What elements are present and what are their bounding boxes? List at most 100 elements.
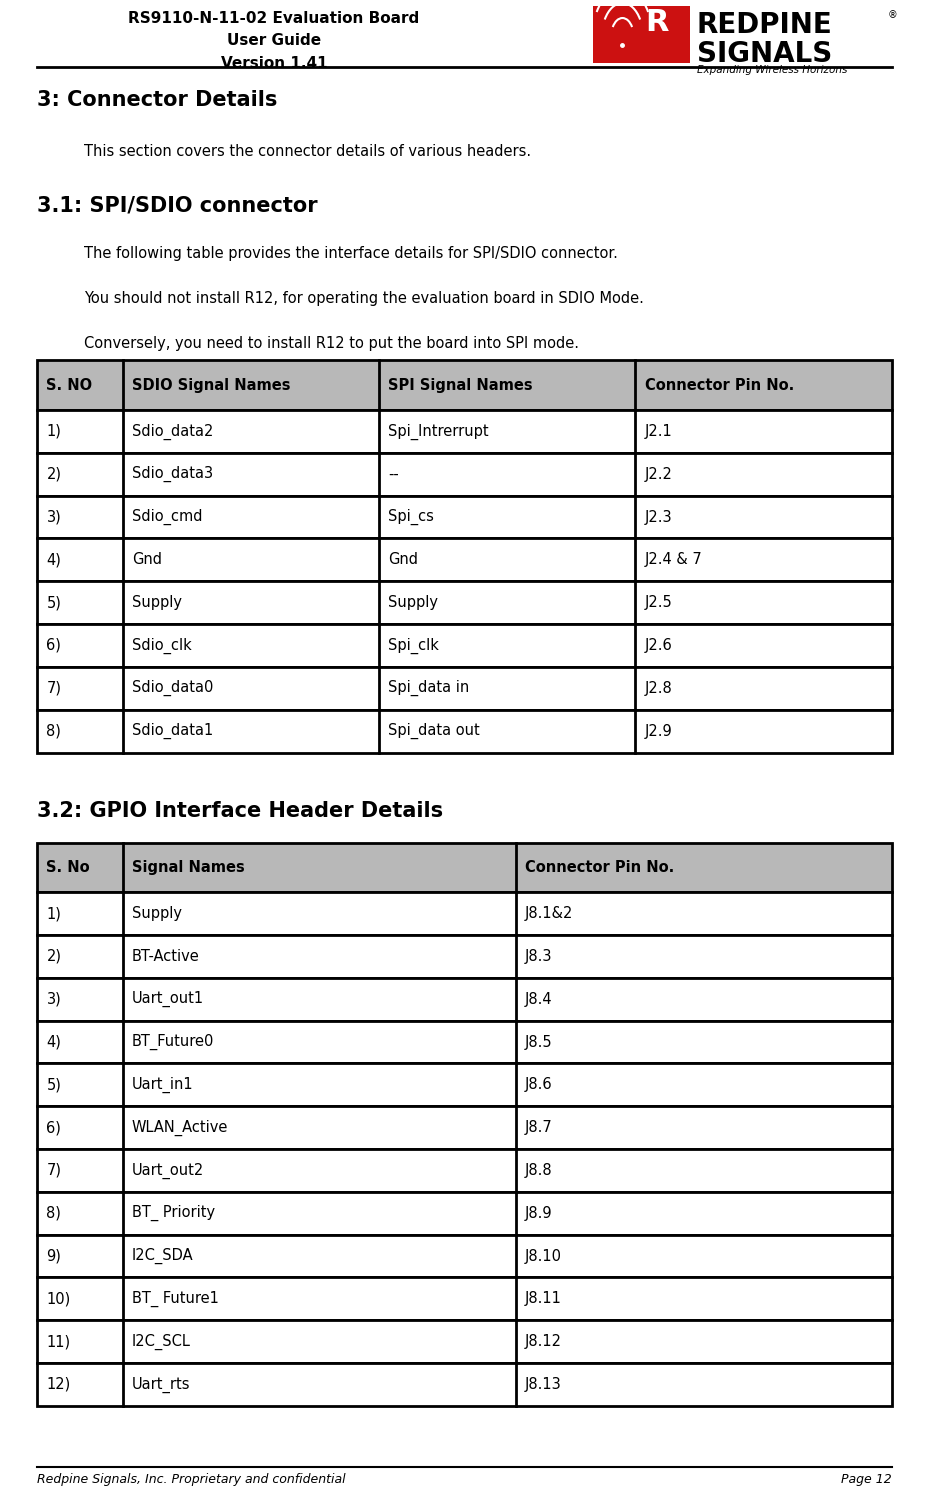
Text: J2.9: J2.9	[644, 724, 672, 739]
Text: 9): 9)	[46, 1248, 61, 1263]
Text: 3: Connector Details: 3: Connector Details	[37, 90, 277, 110]
Text: Spi_Intrerrupt: Spi_Intrerrupt	[388, 424, 488, 440]
Text: J8.9: J8.9	[524, 1206, 552, 1221]
Text: 5): 5)	[46, 595, 61, 610]
Text: 11): 11)	[46, 1334, 71, 1349]
Text: Redpine Signals, Inc. Proprietary and confidential: Redpine Signals, Inc. Proprietary and co…	[37, 1473, 345, 1487]
Text: J8.4: J8.4	[524, 991, 552, 1006]
Text: I2C_SCL: I2C_SCL	[132, 1334, 190, 1350]
Bar	[37, 710, 891, 753]
Text: Spi_cs: Spi_cs	[388, 509, 433, 526]
Bar	[37, 496, 891, 539]
Text: 1): 1)	[46, 424, 61, 439]
Text: Sdio_data0: Sdio_data0	[132, 680, 213, 697]
Text: J8.11: J8.11	[524, 1292, 561, 1307]
Text: 12): 12)	[46, 1377, 71, 1392]
Text: J2.3: J2.3	[644, 509, 672, 524]
Text: 2): 2)	[46, 467, 61, 482]
Text: 3): 3)	[46, 509, 61, 524]
Text: Page 12: Page 12	[840, 1473, 891, 1487]
Text: BT_ Future1: BT_ Future1	[132, 1290, 219, 1307]
Bar	[37, 1107, 891, 1149]
Text: R: R	[645, 8, 668, 36]
Text: J2.8: J2.8	[644, 680, 672, 695]
Text: Connector Pin No.: Connector Pin No.	[644, 379, 793, 392]
Bar	[37, 892, 891, 934]
Bar	[37, 978, 891, 1021]
Text: 6): 6)	[46, 1120, 61, 1136]
Text: J2.4 & 7: J2.4 & 7	[644, 553, 702, 568]
Text: Sdio_data1: Sdio_data1	[132, 722, 213, 739]
Text: SDIO Signal Names: SDIO Signal Names	[132, 379, 290, 392]
Text: J8.5: J8.5	[524, 1035, 552, 1050]
Text: J8.7: J8.7	[524, 1120, 552, 1136]
Bar	[37, 360, 891, 410]
Bar	[37, 934, 891, 978]
Text: Uart_in1: Uart_in1	[132, 1077, 193, 1093]
Bar	[37, 1235, 891, 1278]
Text: Uart_rts: Uart_rts	[132, 1376, 190, 1392]
Text: J8.3: J8.3	[524, 949, 552, 964]
Bar	[37, 581, 891, 625]
Text: --: --	[388, 467, 399, 482]
Text: 1): 1)	[46, 906, 61, 921]
Text: 3): 3)	[46, 991, 61, 1006]
Text: I2C_SDA: I2C_SDA	[132, 1248, 193, 1265]
Text: Uart_out1: Uart_out1	[132, 991, 204, 1008]
Text: 4): 4)	[46, 1035, 61, 1050]
Text: J2.6: J2.6	[644, 638, 672, 653]
Text: 3.2: GPIO Interface Header Details: 3.2: GPIO Interface Header Details	[37, 801, 443, 820]
Text: 5): 5)	[46, 1077, 61, 1092]
Bar	[37, 843, 891, 892]
Text: WLAN_Active: WLAN_Active	[132, 1119, 228, 1136]
Text: J8.8: J8.8	[524, 1163, 552, 1178]
Text: J8.6: J8.6	[524, 1077, 552, 1092]
Bar	[37, 410, 891, 454]
Text: Supply: Supply	[132, 595, 182, 610]
Text: Uart_out2: Uart_out2	[132, 1163, 204, 1179]
Bar	[37, 1364, 891, 1406]
FancyBboxPatch shape	[592, 6, 690, 63]
Text: 7): 7)	[46, 680, 61, 695]
Bar	[37, 454, 891, 496]
Text: J8.10: J8.10	[524, 1248, 561, 1263]
Text: J2.2: J2.2	[644, 467, 672, 482]
Text: BT-Active: BT-Active	[132, 949, 200, 964]
Text: 6): 6)	[46, 638, 61, 653]
Bar	[37, 1320, 891, 1364]
Text: 8): 8)	[46, 724, 61, 739]
Text: Sdio_data3: Sdio_data3	[132, 466, 213, 482]
Text: 8): 8)	[46, 1206, 61, 1221]
Text: You should not install R12, for operating the evaluation board in SDIO Mode.: You should not install R12, for operatin…	[84, 291, 643, 306]
Text: J8.13: J8.13	[524, 1377, 561, 1392]
Text: 7): 7)	[46, 1163, 61, 1178]
Text: Expanding Wireless Horizons: Expanding Wireless Horizons	[696, 65, 846, 75]
Bar	[37, 1149, 891, 1193]
Text: S. NO: S. NO	[46, 379, 93, 392]
Bar	[37, 625, 891, 667]
Bar	[37, 667, 891, 710]
Text: The following table provides the interface details for SPI/SDIO connector.: The following table provides the interfa…	[84, 246, 617, 261]
Text: Spi_data in: Spi_data in	[388, 680, 469, 697]
Text: J8.12: J8.12	[524, 1334, 561, 1349]
Text: Sdio_cmd: Sdio_cmd	[132, 509, 202, 526]
Text: SPI Signal Names: SPI Signal Names	[388, 379, 533, 392]
Text: 10): 10)	[46, 1292, 71, 1307]
Bar	[37, 1278, 891, 1320]
Bar	[37, 1021, 891, 1063]
Text: RS9110-N-11-02 Evaluation Board
User Guide
Version 1.41: RS9110-N-11-02 Evaluation Board User Gui…	[128, 11, 419, 71]
Text: Supply: Supply	[388, 595, 438, 610]
Bar	[37, 539, 891, 581]
Text: Spi_data out: Spi_data out	[388, 722, 480, 739]
Bar	[37, 1063, 891, 1107]
Text: 3.1: SPI/SDIO connector: 3.1: SPI/SDIO connector	[37, 195, 317, 215]
Text: S. No: S. No	[46, 861, 90, 874]
Text: 4): 4)	[46, 553, 61, 568]
Text: BT_ Priority: BT_ Priority	[132, 1205, 214, 1221]
Text: REDPINE
SIGNALS: REDPINE SIGNALS	[696, 11, 831, 68]
Text: ®: ®	[886, 11, 896, 21]
Text: Gnd: Gnd	[388, 553, 418, 568]
Text: J2.1: J2.1	[644, 424, 672, 439]
Text: Gnd: Gnd	[132, 553, 161, 568]
Text: Supply: Supply	[132, 906, 182, 921]
